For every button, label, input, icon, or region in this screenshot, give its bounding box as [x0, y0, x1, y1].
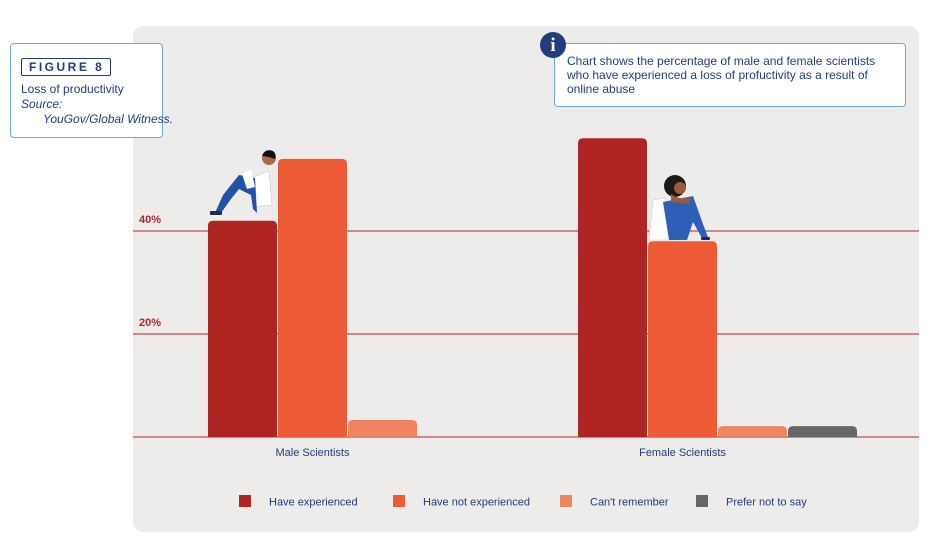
male-scientist-illustration — [210, 150, 276, 215]
legend-item: Have not experienced — [393, 495, 530, 509]
legend-swatch — [560, 495, 572, 507]
figure-source: YouGov/Global Witness. — [43, 112, 173, 126]
figure-caption-box: FIGURE 8 Loss of productivity Source: Yo… — [10, 43, 173, 138]
bar — [208, 220, 277, 437]
figure-tag: FIGURE 8 — [21, 58, 112, 76]
figure-source-label: Source: — [21, 97, 63, 111]
chart-description: Chart shows the percentage of male and f… — [567, 54, 876, 96]
female-scientist-illustration — [648, 175, 710, 241]
bar — [648, 241, 717, 437]
y-tick-label: 40% — [139, 214, 161, 226]
legend-swatch — [393, 495, 405, 507]
bar — [578, 138, 647, 438]
chart-description-box: Chart shows the percentage of male and f… — [554, 43, 906, 107]
legend-swatch — [239, 495, 251, 507]
bar — [718, 426, 787, 437]
legend-item: Can't remember — [560, 495, 669, 509]
x-category-label: Female Scientists — [639, 447, 726, 459]
bar-chart: 20% 40% Male Scientists Female Scientists H… — [133, 138, 919, 509]
legend-item: Prefer not to say — [696, 495, 807, 509]
bar — [348, 420, 417, 437]
bar — [788, 426, 857, 437]
info-icon: i — [540, 32, 566, 58]
legend-swatch — [696, 495, 708, 507]
legend-label: Have experienced — [269, 497, 358, 509]
y-tick-label: 20% — [139, 317, 161, 329]
legend-label: Prefer not to say — [726, 497, 807, 509]
x-category-label: Male Scientists — [276, 447, 350, 459]
bar — [278, 158, 347, 437]
figure-title: Loss of productivity — [21, 82, 124, 96]
chart-panel: 20% 40% Male Scientists Female Scientists H… — [133, 26, 919, 532]
legend-item: Have experienced — [239, 495, 358, 509]
legend-label: Can't remember — [590, 497, 669, 509]
legend-label: Have not experienced — [423, 497, 530, 509]
